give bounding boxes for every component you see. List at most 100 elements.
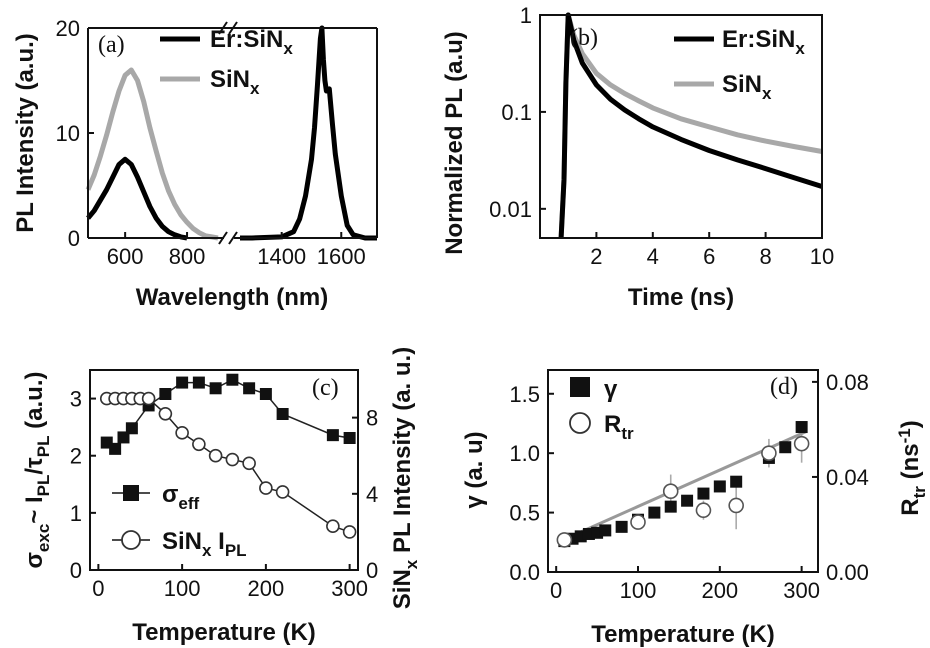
- data-point-rtr: [793, 435, 810, 452]
- legend-label: σeff: [162, 481, 200, 513]
- y-axis-label: PL Intensity (a.u.): [12, 33, 39, 233]
- data-point-sigma-eff: [176, 376, 189, 389]
- data-point-sigma-eff: [159, 388, 172, 400]
- data-point-sigma-eff: [209, 382, 222, 395]
- x-axis-label: Temperature (K): [132, 619, 316, 646]
- data-point-rtr: [662, 483, 679, 500]
- data-point-sinx-ipl: [141, 391, 156, 406]
- y-tick-label: 10: [56, 121, 80, 146]
- x-axis-label: Wavelength (nm): [136, 284, 328, 311]
- legend-marker-open-circle: [569, 412, 591, 434]
- data-point-sigma-eff: [243, 382, 256, 395]
- x-tick-label: 1400: [257, 244, 306, 269]
- panel-b: 2 4 6 8 10 0.01 0.1 1 Time (ns) Normalized PL (a.…: [441, 3, 834, 311]
- panel-label: (a): [98, 32, 125, 58]
- data-point-rtr: [630, 514, 646, 530]
- y-tick-label-left: 0: [70, 558, 82, 583]
- data-point-sigma-eff: [192, 376, 205, 389]
- data-point-sinx-ipl: [275, 485, 290, 499]
- y-tick-label-right: 8: [366, 406, 378, 431]
- data-point-gamma: [681, 494, 694, 507]
- data-point-sigma-eff: [259, 388, 272, 400]
- legend-label: γ: [604, 376, 618, 403]
- x-tick-label: 0: [92, 576, 104, 601]
- data-point-sinx-ipl: [208, 448, 223, 463]
- legend-marker-filled-square: [123, 485, 139, 501]
- data-point-gamma: [599, 524, 612, 537]
- plot-frame: [89, 369, 359, 571]
- data-point-sinx-ipl: [259, 481, 273, 495]
- data-point-sinx-ipl: [192, 437, 206, 452]
- panel-d: 0 100 200 300 0.0 0.5 1.0 1.5 0.00 0.04 0.08 Temper…: [461, 369, 929, 648]
- y-axis-label-left: γ (a. u): [461, 431, 488, 508]
- x-tick-label: 2: [590, 244, 602, 269]
- data-point-rtr: [761, 445, 777, 461]
- y-tick-label-left: 2: [70, 444, 82, 469]
- x-axis-label: Temperature (K): [591, 621, 775, 648]
- y-axis-label-right: Rtr (ns-1): [895, 420, 929, 515]
- data-point-sigma-eff: [276, 408, 289, 420]
- x-tick-label: 0: [550, 578, 562, 603]
- y-axis-label-left: σexc~ IPL/τPL (a.u.): [21, 371, 53, 568]
- y-tick-label: 0.1: [501, 100, 532, 125]
- series-line-er-sinx: [558, 12, 823, 239]
- y-tick-label-right: 0.00: [826, 560, 869, 585]
- data-point-sinx-ipl: [326, 519, 340, 533]
- panel-a: 600 800 1400 1600 0 10 20 Wavelength (nm) PL Int…: [12, 16, 378, 311]
- legend-label: SiNx: [210, 66, 260, 98]
- data-point-sinx-ipl: [225, 452, 240, 467]
- y-axis-label-right: SiNx PL Intensity (a. u.): [389, 347, 421, 609]
- y-tick-label-left: 3: [70, 387, 82, 412]
- data-point-sinx-ipl: [242, 456, 256, 471]
- data-point-sinx-ipl: [158, 407, 173, 421]
- data-point-gamma: [713, 480, 726, 493]
- data-point-gamma: [648, 506, 661, 519]
- x-tick-label: 200: [701, 578, 738, 603]
- data-point-sinx-ipl: [342, 525, 357, 539]
- y-tick-label: 0.01: [489, 197, 532, 222]
- legend-label: SiNx: [722, 71, 772, 103]
- x-tick-label: 6: [703, 244, 715, 269]
- data-point-gamma: [615, 520, 628, 533]
- x-tick-label: 800: [169, 244, 206, 269]
- axis-break-mark: [218, 231, 228, 245]
- axis-break-mark: [228, 231, 238, 245]
- y-tick-label: 20: [56, 16, 80, 41]
- y-tick-label-right: 0: [366, 558, 378, 583]
- data-point-sigma-eff: [226, 373, 239, 386]
- y-tick-label-left: 0.5: [509, 501, 540, 526]
- data-point-rtr: [556, 532, 573, 548]
- x-tick-label: 300: [331, 576, 368, 601]
- x-tick-label: 1600: [317, 244, 366, 269]
- legend-label: Er:SiNx: [722, 26, 805, 58]
- x-tick-label: 4: [647, 244, 659, 269]
- panel-label: (d): [770, 374, 798, 400]
- plot-frame: [547, 369, 819, 573]
- y-tick-label-right: 4: [366, 482, 378, 507]
- y-tick-label-left: 0.0: [509, 560, 540, 585]
- x-tick-label: 10: [810, 244, 834, 269]
- panel-label: (c): [312, 375, 339, 401]
- panel-label: (b): [570, 25, 598, 51]
- legend-label: SiNx IPL: [162, 528, 247, 560]
- data-point-gamma: [697, 487, 710, 500]
- legend-label: Er:SiNx: [210, 26, 293, 58]
- x-tick-label: 100: [620, 578, 657, 603]
- x-tick-label: 200: [248, 576, 285, 601]
- x-tick-label: 100: [164, 576, 201, 601]
- data-point-sigma-eff: [125, 422, 138, 435]
- data-point-sigma-eff: [117, 431, 130, 444]
- plot-frame: [539, 14, 823, 239]
- y-tick-label-left: 1.0: [509, 441, 540, 466]
- data-point-sinx-ipl: [175, 426, 189, 440]
- data-point-sigma-eff: [109, 442, 122, 455]
- axis-break-mark: [218, 21, 228, 35]
- y-axis-label: Normalized PL (a.u): [441, 31, 468, 255]
- legend-marker-open-circle: [121, 530, 141, 550]
- y-tick-label-right: 0.04: [826, 465, 869, 490]
- y-tick-label-right: 0.08: [826, 370, 869, 395]
- x-tick-label: 300: [783, 578, 820, 603]
- data-point-gamma: [730, 475, 743, 488]
